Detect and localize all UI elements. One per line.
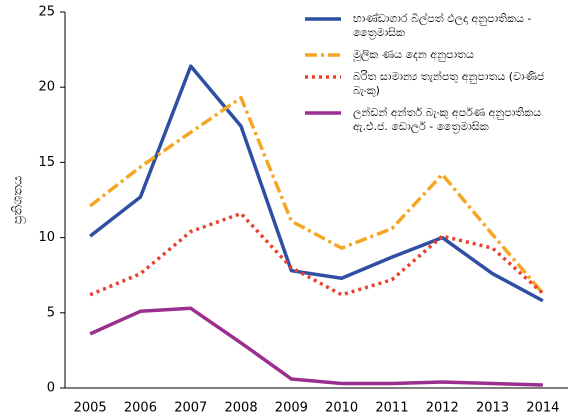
legend-label: ලන්ඩන් අන්තර් බැංකු අර්පණ අනුපාතිකය ඇ.එ.… — [353, 106, 542, 133]
legend-entry: භාණ්ඩාගාර බිල්පත් ඵලදා අනුපාතිකය - ත්‍රෛ… — [305, 12, 565, 40]
legend: භාණ්ඩාගාර බිල්පත් ඵලදා අනුපාතිකය - ත්‍රෛ… — [305, 12, 565, 142]
y-tick-label: 0 — [47, 381, 55, 396]
legend-swatch — [305, 17, 341, 21]
y-tick-label: 20 — [38, 80, 55, 95]
legend-label: බරිත සාමාන්‍ය තැන්පතු අනුපාතය (වාණිජ බැං… — [353, 70, 545, 97]
legend-label: මූලික ණය දෙන අනුපාතය — [353, 48, 474, 61]
x-tick-label: 2007 — [174, 401, 207, 416]
x-tick-label: 2005 — [74, 401, 107, 416]
x-tick-label: 2012 — [426, 401, 459, 416]
x-tick-label: 2014 — [526, 401, 559, 416]
legend-entry: මූලික ණය දෙන අනුපාතය — [305, 48, 565, 62]
legend-swatch — [305, 53, 341, 57]
x-tick-label: 2010 — [325, 401, 358, 416]
x-tick-label: 2006 — [124, 401, 157, 416]
y-tick-label: 10 — [38, 230, 55, 245]
line-series — [89, 95, 545, 295]
y-tick-label: 25 — [38, 5, 55, 20]
line-series — [89, 64, 544, 303]
x-tick-label: 2009 — [275, 401, 308, 416]
line-series — [89, 211, 545, 297]
legend-swatch — [305, 111, 341, 115]
y-tick-label: 15 — [38, 155, 55, 170]
legend-entry: බරිත සාමාන්‍ය තැන්පතු අනුපාතය (වාණිජ බැං… — [305, 70, 565, 98]
y-tick-label: 5 — [47, 305, 55, 320]
legend-entry: ලන්ඩන් අන්තර් බැංකු අර්පණ අනුපාතිකය ඇ.එ.… — [305, 106, 565, 134]
legend-swatch — [305, 75, 341, 79]
line-series — [89, 306, 543, 387]
x-tick-label: 2013 — [476, 401, 509, 416]
x-tick-label: 2011 — [375, 401, 408, 416]
x-tick-label: 2008 — [225, 401, 258, 416]
y-axis-label: ප්‍රතිශතය — [11, 176, 26, 225]
legend-label: භාණ්ඩාගාර බිල්පත් ඵලදා අනුපාතිකය - ත්‍රෛ… — [353, 12, 532, 39]
